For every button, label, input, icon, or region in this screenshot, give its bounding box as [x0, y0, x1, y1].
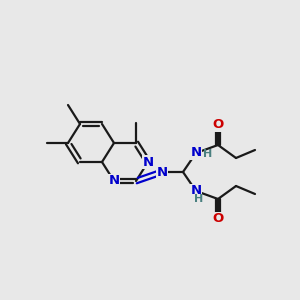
Text: N: N — [156, 166, 168, 178]
Text: O: O — [212, 212, 224, 226]
Text: H: H — [203, 149, 212, 159]
Text: H: H — [194, 194, 203, 204]
Text: N: N — [142, 155, 154, 169]
Text: N: N — [190, 184, 202, 197]
Text: O: O — [212, 118, 224, 131]
Text: N: N — [108, 175, 120, 188]
Text: N: N — [190, 146, 202, 160]
